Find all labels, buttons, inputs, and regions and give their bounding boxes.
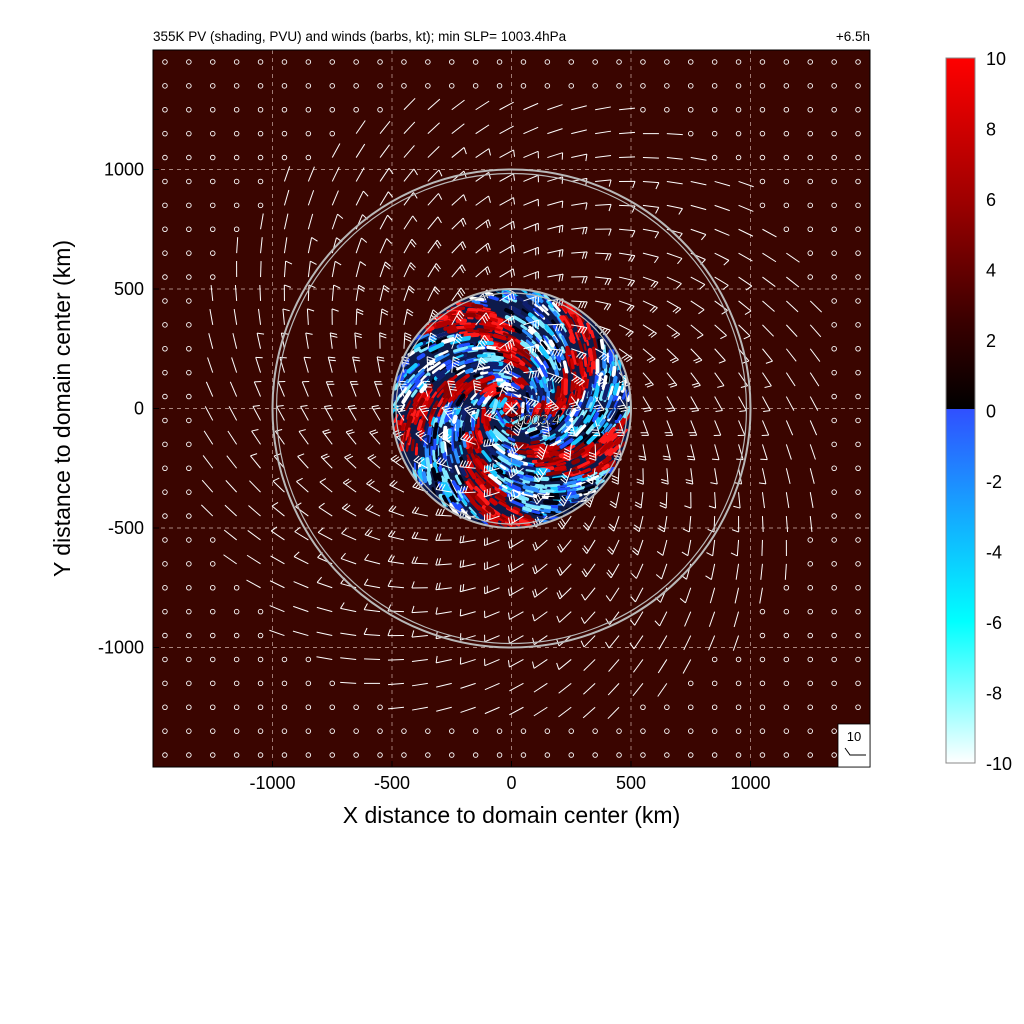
colorbar-frame (945, 57, 976, 764)
barb-reference-icon (844, 747, 866, 756)
center-slp-label: 1003.4 (515, 412, 561, 429)
colorbar-tick-label: -6 (986, 613, 1002, 633)
barb-reference-label: 10 (847, 729, 861, 744)
colorbar: 10 8 6 4 2 0 -2 -4 -6 -8 -10 (945, 49, 1012, 774)
colorbar-tick-label: 2 (986, 331, 996, 351)
x-tick-label: 500 (616, 773, 646, 793)
colorbar-ticks: 10 8 6 4 2 0 -2 -4 -6 -8 -10 (986, 49, 1012, 774)
range-rings (271, 168, 752, 649)
x-tick-label: 1000 (730, 773, 770, 793)
x-tick-label: 0 (506, 773, 516, 793)
center-marker: 1003.4 (504, 401, 561, 429)
colorbar-tick-label: -2 (986, 472, 1002, 492)
colorbar-tick-label: 10 (986, 49, 1006, 69)
colorbar-tick-label: -8 (986, 684, 1002, 704)
colorbar-tick-label: 8 (986, 120, 996, 140)
x-axis-label: X distance to domain center (km) (343, 802, 680, 828)
y-tick-label: 0 (134, 399, 144, 419)
colorbar-tick-label: 6 (986, 190, 996, 210)
wind-barbs (162, 59, 861, 758)
chart-title: 355K PV (shading, PVU) and winds (barbs,… (153, 29, 567, 44)
colorbar-tick-label: 4 (986, 261, 996, 281)
time-label: +6.5h (836, 29, 870, 44)
y-tick-label: 1000 (104, 160, 144, 180)
colorbar-positive (946, 58, 975, 409)
barb-reference-key: 10 (837, 723, 871, 768)
colorbar-negative (946, 409, 975, 763)
y-tick-label: 500 (114, 279, 144, 299)
colorbar-tick-label: -10 (986, 754, 1012, 774)
y-axis-label: Y distance to domain center (km) (49, 240, 75, 577)
plot-area: 1003.4 (153, 50, 870, 767)
x-tick-label: -500 (374, 773, 410, 793)
x-tick-label: -1000 (249, 773, 295, 793)
colorbar-tick-label: -4 (986, 543, 1002, 563)
colorbar-tick-label: 0 (986, 402, 996, 422)
y-axis-ticks: -1000 -500 0 500 1000 (98, 160, 159, 658)
x-axis-ticks: -1000 -500 0 500 1000 (249, 761, 771, 793)
y-tick-label: -1000 (98, 638, 144, 658)
y-tick-label: -500 (108, 518, 144, 538)
